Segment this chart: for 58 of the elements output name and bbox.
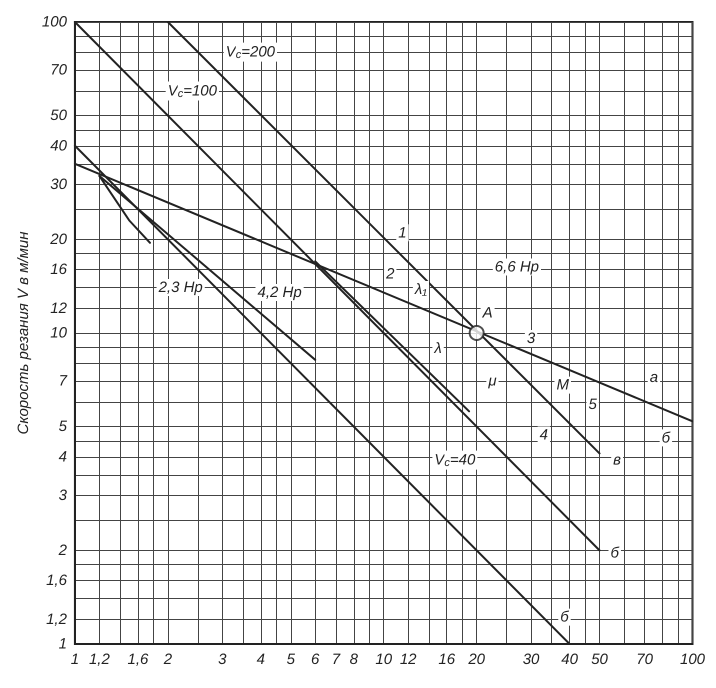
- x-tick-label: 4: [256, 651, 266, 668]
- y-tick-label: 40: [50, 137, 68, 154]
- x-tick-label: 7: [332, 651, 341, 668]
- x-tick-label: 5: [286, 651, 296, 668]
- y-tick-label: 16: [50, 261, 68, 278]
- x-tick-label: 16: [438, 651, 456, 668]
- annotation: 4: [540, 426, 548, 444]
- annotation: б: [610, 544, 620, 562]
- annotation: б: [662, 429, 671, 446]
- annotation: 1: [398, 224, 407, 242]
- x-tick-label: 1,2: [88, 651, 110, 668]
- x-tick-label: 30: [522, 651, 540, 668]
- y-tick-label: 100: [42, 14, 68, 30]
- x-tick-label: 50: [591, 651, 609, 668]
- y-tick-label: 3: [58, 487, 68, 504]
- annotation: Vc=40: [434, 452, 476, 470]
- y-tick-label: 1: [58, 636, 67, 652]
- annotation: в: [613, 452, 622, 469]
- y-tick-label: 4: [58, 448, 67, 466]
- y-tick-label: 10: [50, 324, 68, 342]
- x-tick-label: 3: [218, 651, 228, 668]
- annotation: A: [482, 304, 493, 322]
- y-tick-label: 5: [58, 418, 68, 436]
- x-tick-label: 20: [467, 651, 486, 668]
- y-tick-label: 20: [49, 230, 68, 248]
- annotation: λ: [433, 340, 442, 358]
- x-tick-label: 70: [636, 651, 654, 668]
- y-tick-label: 1,6: [46, 572, 68, 590]
- y-tick-label: 70: [50, 62, 68, 79]
- y-tick-label: 50: [50, 107, 68, 124]
- x-tick-label: 100: [680, 651, 706, 668]
- annotation: б: [560, 608, 570, 626]
- x-tick-label: 40: [561, 651, 579, 668]
- annotation: 4,2 Нр: [257, 284, 302, 301]
- x-tick-label: 6: [311, 651, 320, 668]
- annotation: Vc=200: [226, 44, 276, 62]
- annotation: μ: [487, 372, 497, 390]
- y-tick-label: 2: [58, 542, 68, 559]
- annotation: 5: [588, 396, 598, 413]
- annotation: 2,3 Нр: [158, 279, 203, 296]
- x-tick-label: 10: [375, 651, 393, 668]
- y-tick-label: 12: [50, 300, 68, 317]
- annotation: 6,6 Нр: [494, 258, 540, 276]
- x-tick-label: 8: [350, 651, 359, 668]
- x-tick-label: 1: [70, 651, 80, 668]
- annotation: λ₁: [414, 281, 428, 298]
- annotation: 3: [526, 330, 536, 348]
- x-tick-label: 2: [162, 651, 173, 668]
- annotation: Vc=100: [168, 82, 218, 100]
- annotation: a: [650, 368, 658, 386]
- y-tick-label: 7: [58, 372, 68, 390]
- x-tick-label: 12: [400, 651, 418, 668]
- y-axis-title: Скорость резания V в м/мин: [15, 232, 32, 434]
- annotation: M: [556, 376, 570, 394]
- annotation: 2: [385, 265, 396, 282]
- y-tick-label: 30: [50, 176, 68, 194]
- x-tick-label: 1,6: [128, 651, 150, 668]
- y-tick-label: 1,2: [46, 610, 68, 628]
